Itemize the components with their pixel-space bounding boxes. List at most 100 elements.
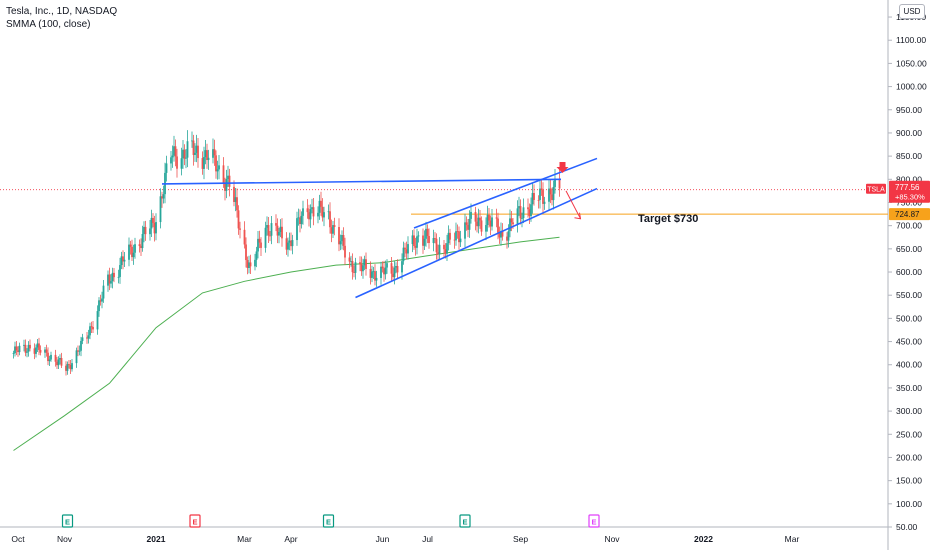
candle[interactable] [480, 220, 483, 232]
candle[interactable] [102, 285, 105, 299]
candle[interactable] [71, 363, 73, 370]
candle[interactable] [120, 256, 123, 266]
candle[interactable] [401, 261, 403, 273]
candle[interactable] [372, 271, 375, 273]
candle[interactable] [180, 158, 183, 169]
candle[interactable] [510, 218, 513, 223]
candle[interactable] [101, 298, 103, 302]
candle[interactable] [266, 225, 268, 228]
candle[interactable] [161, 196, 163, 199]
candle[interactable] [14, 346, 16, 354]
candle[interactable] [393, 267, 396, 278]
price-tick-label[interactable]: 650.00 [896, 244, 922, 254]
price-tick-label[interactable]: 450.00 [896, 337, 922, 347]
candle[interactable] [138, 244, 141, 247]
price-tick-label[interactable]: 250.00 [896, 429, 922, 439]
candle[interactable] [213, 149, 216, 156]
candle[interactable] [531, 192, 534, 205]
candle[interactable] [458, 231, 460, 243]
candle[interactable] [60, 357, 63, 366]
channel-upper-trendline[interactable] [413, 157, 598, 229]
price-tick-label[interactable]: 300.00 [896, 406, 922, 416]
candle[interactable] [206, 150, 208, 161]
candle[interactable] [540, 188, 543, 191]
price-tick-label[interactable]: 850.00 [896, 151, 922, 161]
time-tick-label[interactable]: 2021 [147, 534, 166, 544]
candle[interactable] [23, 344, 25, 346]
candle[interactable] [228, 175, 231, 187]
candle[interactable] [68, 364, 70, 366]
candle[interactable] [489, 220, 492, 227]
candle[interactable] [134, 244, 136, 253]
candle[interactable] [341, 235, 343, 242]
candle[interactable] [129, 244, 132, 247]
candle[interactable] [470, 211, 472, 219]
candle[interactable] [77, 350, 79, 352]
candle[interactable] [438, 244, 441, 255]
candle[interactable] [437, 252, 439, 255]
price-tick-label[interactable]: 150.00 [896, 476, 922, 486]
candle[interactable] [327, 211, 330, 213]
candle[interactable] [278, 232, 280, 236]
candle[interactable] [239, 228, 241, 230]
candle[interactable] [150, 217, 153, 229]
candle[interactable] [447, 232, 450, 244]
candle[interactable] [435, 238, 438, 253]
candle[interactable] [528, 209, 531, 217]
candle[interactable] [285, 238, 288, 250]
candle[interactable] [455, 231, 457, 241]
candle[interactable] [65, 365, 67, 371]
candle[interactable] [318, 200, 321, 213]
candle[interactable] [444, 249, 447, 254]
candle[interactable] [47, 352, 49, 362]
candle[interactable] [227, 175, 229, 180]
candle[interactable] [243, 229, 246, 245]
candle[interactable] [17, 350, 19, 353]
candle[interactable] [509, 218, 511, 232]
candle[interactable] [162, 194, 165, 199]
candle[interactable] [390, 263, 393, 274]
candle[interactable] [479, 217, 481, 221]
candle[interactable] [191, 140, 193, 142]
candle[interactable] [291, 240, 294, 247]
candle[interactable] [449, 232, 451, 240]
candle[interactable] [192, 140, 195, 155]
candle[interactable] [224, 183, 226, 191]
time-tick-label[interactable]: Oct [11, 534, 25, 544]
candle[interactable] [309, 209, 312, 220]
candle[interactable] [173, 146, 175, 156]
time-tick-label[interactable]: Sep [513, 534, 528, 544]
candle[interactable] [288, 240, 291, 243]
price-tick-label[interactable]: 200.00 [896, 452, 922, 462]
candle[interactable] [423, 238, 426, 246]
candle[interactable] [369, 268, 372, 278]
candle[interactable] [527, 207, 529, 210]
candle[interactable] [215, 155, 217, 172]
candle[interactable] [539, 188, 541, 200]
candle[interactable] [297, 217, 300, 219]
candle[interactable] [317, 212, 319, 217]
candle[interactable] [332, 225, 334, 234]
candle[interactable] [363, 259, 366, 266]
candle[interactable] [386, 263, 388, 268]
candle[interactable] [123, 259, 126, 262]
candle[interactable] [299, 217, 301, 225]
candle[interactable] [69, 365, 72, 370]
candle[interactable] [255, 251, 258, 260]
candle[interactable] [552, 186, 555, 201]
candle[interactable] [407, 244, 409, 254]
candle[interactable] [233, 186, 235, 202]
candle[interactable] [491, 217, 493, 227]
time-tick-label[interactable]: Jul [422, 534, 433, 544]
candle[interactable] [117, 276, 120, 278]
candle[interactable] [392, 273, 394, 278]
candle[interactable] [170, 157, 172, 164]
candle[interactable] [12, 353, 15, 354]
candle[interactable] [351, 261, 354, 273]
projection-arrow-line[interactable] [565, 190, 581, 219]
candle[interactable] [155, 222, 157, 234]
candle[interactable] [107, 274, 109, 286]
candle[interactable] [44, 349, 46, 353]
